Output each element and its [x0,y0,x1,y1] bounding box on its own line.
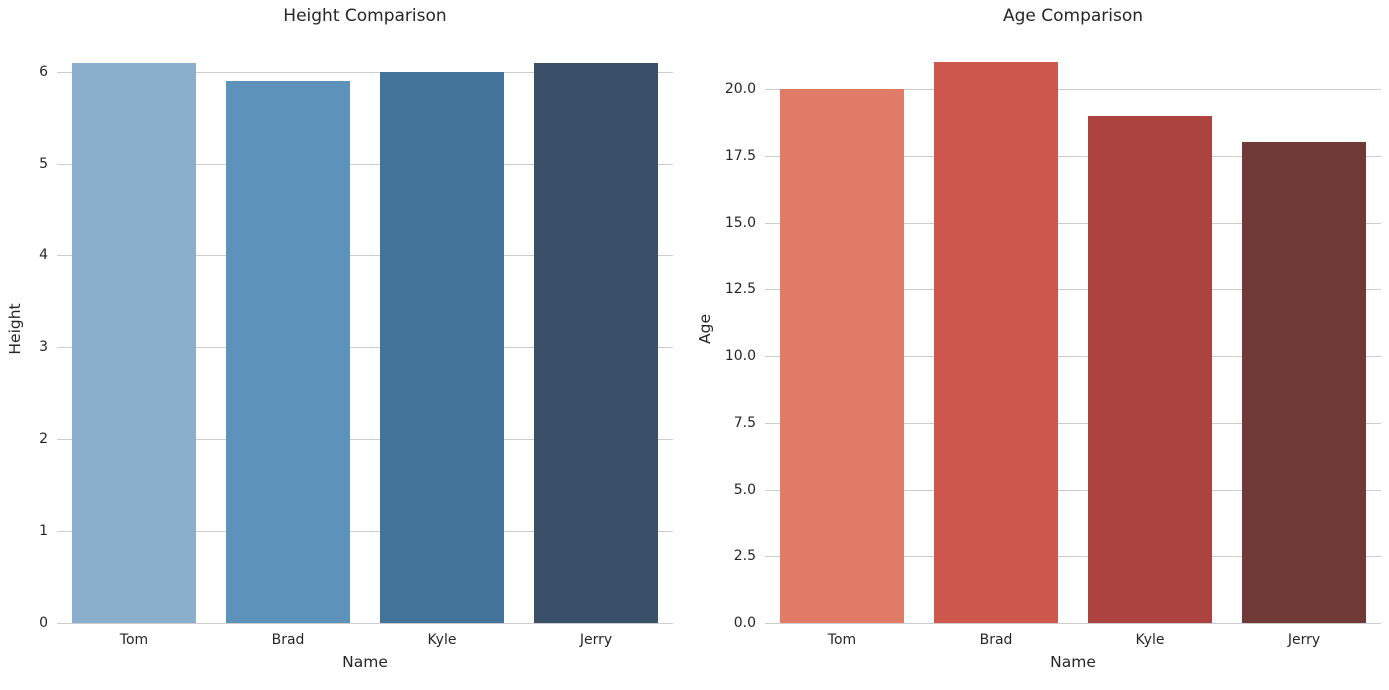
y-tick-label: 0.0 [733,615,756,631]
bar-tom [72,62,196,623]
gridline [765,155,1381,157]
bar-jerry [1242,142,1366,623]
bar-brad [226,80,350,623]
height-chart-x-axis-label: Name [342,653,388,671]
x-tick-label: Jerry [1287,632,1321,648]
gridline [57,163,673,165]
y-tick-label: 0 [39,615,48,631]
y-tick-label: 7.5 [733,414,756,431]
y-tick-label: 1 [39,523,48,540]
y-tick-label: 2 [39,431,48,448]
height-chart-title: Height Comparison [283,6,447,26]
bar-kyle [380,71,504,623]
x-tick-label: Jerry [579,632,613,648]
bar-brad [934,62,1058,623]
y-tick-label: 10.0 [724,348,756,364]
y-tick-label: 3 [39,339,48,356]
gridline [57,439,673,441]
gridline [765,222,1381,224]
y-tick-label: 6 [39,63,48,80]
x-tick-label: Tom [827,632,857,648]
gridline [57,255,673,257]
gridline [765,89,1381,90]
age-chart-title: Age Comparison [1002,6,1144,26]
y-tick-label: 17.5 [724,147,756,164]
gridline [765,623,1381,624]
gridline [765,489,1381,491]
gridline [765,356,1381,357]
gridline [765,556,1381,558]
bar-tom [780,89,904,623]
y-tick-label: 20.0 [724,81,756,97]
gridline [765,422,1381,424]
age-chart-y-axis-label: Age [696,313,714,344]
x-tick-label: Kyle [427,632,457,648]
gridline [57,347,673,349]
x-tick-label: Tom [119,632,149,648]
age-chart-plot-area: Age Comparison Age Name 0.0 2.5 5.0 7.5 10.0… [696,6,1381,671]
age-chart-x-axis-label: Name [1050,653,1096,671]
y-tick-label: 15.0 [724,214,756,231]
gridline [57,531,673,533]
gridline [765,289,1381,291]
y-tick-label: 4 [39,247,48,264]
y-tick-label: 5.0 [733,481,756,498]
gridline [57,71,673,73]
bar-jerry [534,62,658,623]
gridline [57,623,673,624]
x-tick-label: Brad [271,632,305,648]
bar-kyle [1088,115,1212,623]
y-tick-label: 12.5 [724,281,756,298]
x-tick-label: Brad [979,632,1013,648]
x-tick-label: Kyle [1135,632,1165,648]
y-tick-label: 5 [39,155,48,172]
y-tick-label: 2.5 [733,548,756,565]
height-chart-plot-area: Height Comparison Height Name 0 1 2 3 4 5 6 Tom… [6,6,673,671]
